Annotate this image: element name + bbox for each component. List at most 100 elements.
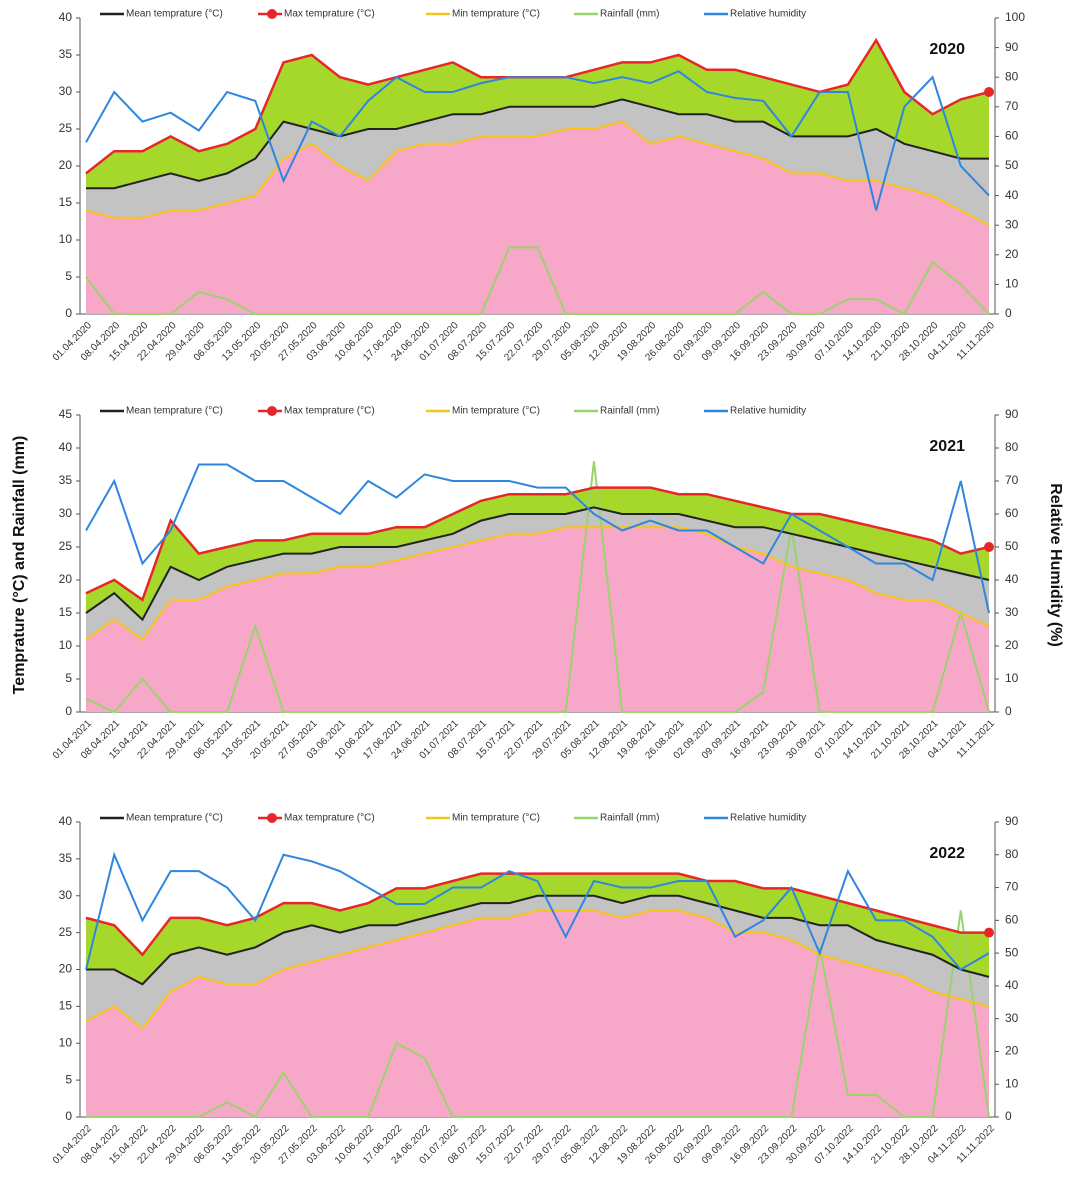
y2-tick-label: 30 <box>1005 217 1019 231</box>
y-tick-label: 40 <box>59 10 73 24</box>
y2-tick-label: 90 <box>1005 40 1019 54</box>
y-tick-label: 25 <box>59 121 73 135</box>
legend-label: Mean temprature (°C) <box>126 406 223 417</box>
series-line <box>85 461 990 714</box>
y2-tick-label: 50 <box>1005 945 1019 959</box>
y-tick-label: 5 <box>65 1072 72 1086</box>
legend-label: Rainfall (mm) <box>600 9 659 20</box>
y2-tick-label: 70 <box>1005 99 1019 113</box>
y2-tick-label: 40 <box>1005 572 1019 586</box>
y2-tick-label: 100 <box>1005 10 1025 24</box>
y-tick-label: 0 <box>65 704 72 718</box>
y-tick-label: 15 <box>59 195 73 209</box>
y-tick-label: 35 <box>59 851 73 865</box>
y2-tick-label: 0 <box>1005 306 1012 320</box>
y2-tick-label: 10 <box>1005 277 1019 291</box>
legend-label: Relative humidity <box>730 406 806 417</box>
y2-tick-label: 70 <box>1005 880 1019 894</box>
year-label: 2020 <box>929 41 965 58</box>
series-line <box>85 70 990 211</box>
y-tick-label: 0 <box>65 306 72 320</box>
y2-tick-label: 80 <box>1005 69 1019 83</box>
y2-tick-label: 50 <box>1005 158 1019 172</box>
y-tick-label: 15 <box>59 999 73 1013</box>
area <box>86 121 989 314</box>
y-tick-label: 10 <box>59 1035 73 1049</box>
series-line <box>85 851 990 971</box>
legend-marker <box>267 406 277 416</box>
y2-tick-label: 80 <box>1005 440 1019 454</box>
y2-axis-label: Relative Humidity (%) <box>1047 483 1064 647</box>
y-tick-label: 10 <box>59 638 73 652</box>
y-tick-label: 20 <box>59 572 73 586</box>
y2-tick-label: 90 <box>1005 814 1019 828</box>
y-tick-label: 0 <box>65 1109 72 1123</box>
y2-tick-label: 80 <box>1005 847 1019 861</box>
y-tick-label: 35 <box>59 47 73 61</box>
year-label: 2021 <box>929 438 965 455</box>
y-tick-label: 5 <box>65 671 72 685</box>
legend-label: Max temprature (°C) <box>284 813 375 824</box>
y2-tick-label: 40 <box>1005 978 1019 992</box>
legend-label: Max temprature (°C) <box>284 406 375 417</box>
y2-tick-label: 0 <box>1005 1109 1012 1123</box>
y2-tick-label: 50 <box>1005 539 1019 553</box>
y2-tick-label: 20 <box>1005 247 1019 261</box>
legend-label: Mean temprature (°C) <box>126 9 223 20</box>
y2-tick-label: 0 <box>1005 704 1012 718</box>
legend-label: Min temprature (°C) <box>452 9 540 20</box>
y2-tick-label: 30 <box>1005 605 1019 619</box>
y2-tick-label: 20 <box>1005 638 1019 652</box>
y-tick-label: 15 <box>59 605 73 619</box>
legend-marker <box>267 9 277 19</box>
y2-tick-label: 60 <box>1005 913 1019 927</box>
series-line <box>86 894 990 986</box>
year-label: 2022 <box>929 845 965 862</box>
y2-tick-label: 60 <box>1005 506 1019 520</box>
end-marker <box>984 542 994 552</box>
series-line <box>86 98 989 190</box>
y-tick-label: 30 <box>59 84 73 98</box>
series-line <box>86 910 990 1119</box>
y2-tick-label: 10 <box>1005 671 1019 685</box>
y-tick-label: 40 <box>59 440 73 454</box>
y2-tick-label: 10 <box>1005 1076 1019 1090</box>
end-marker <box>984 927 994 938</box>
y-tick-label: 30 <box>59 888 73 902</box>
series-line <box>85 506 990 622</box>
y-axis-label: Temprature (°C) and Rainfall (mm) <box>11 436 28 695</box>
series-line <box>85 246 990 316</box>
y-tick-label: 45 <box>59 407 73 421</box>
y2-tick-label: 30 <box>1005 1011 1019 1025</box>
legend-label: Rainfall (mm) <box>600 813 659 824</box>
y-tick-label: 35 <box>59 473 73 487</box>
y-tick-label: 25 <box>59 925 73 939</box>
y2-tick-label: 60 <box>1005 129 1019 143</box>
y-tick-label: 20 <box>59 158 73 172</box>
legend-label: Rainfall (mm) <box>600 406 659 417</box>
legend-label: Mean temprature (°C) <box>126 813 223 824</box>
end-marker <box>984 87 994 97</box>
series-line <box>85 120 990 227</box>
series-line <box>85 909 990 1030</box>
legend-marker <box>267 813 277 823</box>
y-tick-label: 40 <box>59 814 73 828</box>
series-line <box>85 526 990 641</box>
series-line <box>85 486 990 602</box>
y-tick-label: 30 <box>59 506 73 520</box>
y2-tick-label: 70 <box>1005 473 1019 487</box>
legend-label: Max temprature (°C) <box>284 9 375 20</box>
series-line <box>85 463 990 614</box>
y-tick-label: 10 <box>59 232 73 246</box>
legend-label: Relative humidity <box>730 9 806 20</box>
y-tick-label: 25 <box>59 539 73 553</box>
legend-label: Relative humidity <box>730 813 806 824</box>
y2-tick-label: 90 <box>1005 407 1019 421</box>
legend-label: Min temprature (°C) <box>452 406 540 417</box>
legend-label: Min temprature (°C) <box>452 813 540 824</box>
y2-tick-label: 40 <box>1005 188 1019 202</box>
y-tick-label: 5 <box>65 269 72 283</box>
y2-tick-label: 20 <box>1005 1044 1019 1058</box>
